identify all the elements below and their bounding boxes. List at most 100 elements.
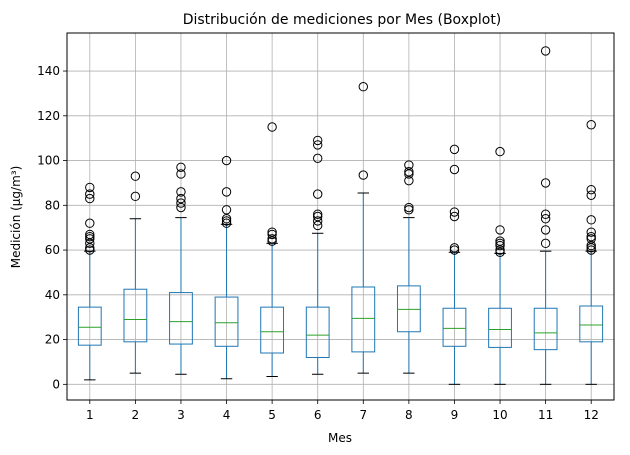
x-tick-label: 1 xyxy=(86,408,94,422)
x-tick-label: 3 xyxy=(177,408,185,422)
outlier-point xyxy=(221,218,232,228)
x-tick-label: 12 xyxy=(584,408,599,422)
outlier-point xyxy=(267,236,277,246)
box-month-11 xyxy=(533,46,558,385)
outlier-point xyxy=(85,245,95,255)
outlier-point xyxy=(85,193,95,204)
outlier-point xyxy=(540,46,551,56)
x-tick-label: 7 xyxy=(359,408,367,422)
outlier-point xyxy=(176,187,186,197)
y-tick-label: 120 xyxy=(37,109,60,123)
plot-area xyxy=(77,46,604,385)
outlier-point xyxy=(404,175,414,186)
outlier-point xyxy=(495,236,505,246)
outlier-point xyxy=(267,122,277,132)
box-month-5 xyxy=(260,122,285,378)
iqr-box xyxy=(533,307,558,351)
outlier-point xyxy=(404,160,414,170)
outlier-point xyxy=(313,211,323,222)
x-tick-label: 8 xyxy=(405,408,413,422)
outlier-point xyxy=(313,216,323,226)
box-month-12 xyxy=(579,120,604,385)
outlier-point xyxy=(586,227,596,237)
outlier-point xyxy=(586,231,596,242)
iqr-box xyxy=(396,285,421,333)
box-month-3 xyxy=(169,162,193,375)
outlier-point xyxy=(540,238,551,249)
outlier-point xyxy=(586,240,596,251)
outlier-point xyxy=(495,245,505,255)
outlier-point xyxy=(221,187,232,197)
outlier-point xyxy=(449,164,460,175)
box-month-1 xyxy=(77,182,102,381)
outlier-point xyxy=(495,247,505,258)
outlier-point xyxy=(586,234,596,244)
box-month-4 xyxy=(214,155,239,380)
outlier-point xyxy=(404,167,414,177)
outlier-point xyxy=(586,184,596,195)
iqr-box xyxy=(169,292,193,345)
outlier-point xyxy=(495,240,505,251)
outlier-point xyxy=(176,193,186,204)
outlier-point xyxy=(495,146,505,157)
outlier-point xyxy=(586,243,596,253)
outlier-point xyxy=(449,211,460,222)
outlier-point xyxy=(221,205,232,215)
outlier-point xyxy=(449,243,460,253)
x-tick-label: 2 xyxy=(132,408,140,422)
outlier-point xyxy=(313,209,323,219)
x-tick-label: 10 xyxy=(492,408,507,422)
outlier-point xyxy=(85,234,95,244)
iqr-box xyxy=(442,307,467,347)
axes-frame xyxy=(66,32,615,401)
outlier-point xyxy=(221,216,232,226)
outlier-point xyxy=(404,202,414,213)
x-tick-label: 6 xyxy=(314,408,322,422)
x-tick-label: 9 xyxy=(451,408,459,422)
box-month-7 xyxy=(351,82,376,374)
outlier-point xyxy=(449,207,460,217)
outlier-point xyxy=(85,229,95,240)
y-tick-label: 60 xyxy=(45,243,60,257)
box-month-6 xyxy=(305,135,330,375)
outlier-point xyxy=(358,170,368,180)
outlier-point xyxy=(313,135,323,146)
outlier-point xyxy=(85,243,95,253)
outlier-point xyxy=(313,220,323,231)
y-tick-label: 0 xyxy=(52,377,60,391)
outlier-point xyxy=(540,225,551,235)
outlier-point xyxy=(586,215,596,225)
outlier-point xyxy=(449,144,460,155)
outlier-point xyxy=(176,198,186,208)
outlier-point xyxy=(495,238,505,249)
outlier-point xyxy=(495,225,505,235)
box-month-9 xyxy=(442,144,467,385)
outlier-point xyxy=(540,214,551,224)
outlier-point xyxy=(449,245,460,255)
outlier-point xyxy=(404,205,414,215)
outlier-point xyxy=(85,189,95,199)
y-tick-label: 100 xyxy=(37,154,60,168)
grid xyxy=(67,33,614,400)
outlier-point xyxy=(586,190,596,200)
outlier-point xyxy=(358,82,368,92)
outlier-point xyxy=(313,140,323,150)
outlier-point xyxy=(267,229,277,240)
outlier-point xyxy=(85,231,95,242)
outlier-point xyxy=(85,182,95,193)
outlier-point xyxy=(221,155,232,166)
outlier-point xyxy=(313,189,323,199)
x-tick-label: 4 xyxy=(223,408,231,422)
iqr-box xyxy=(214,296,239,347)
iqr-box xyxy=(260,306,285,354)
chart-title: Distribución de mediciones por Mes (Boxp… xyxy=(183,12,502,28)
outlier-point xyxy=(85,218,95,228)
outlier-point xyxy=(404,169,414,179)
outlier-point xyxy=(85,238,95,249)
outlier-point xyxy=(540,178,551,188)
outlier-point xyxy=(540,209,551,219)
x-axis-label: Mes xyxy=(328,431,352,445)
outlier-point xyxy=(586,245,596,255)
